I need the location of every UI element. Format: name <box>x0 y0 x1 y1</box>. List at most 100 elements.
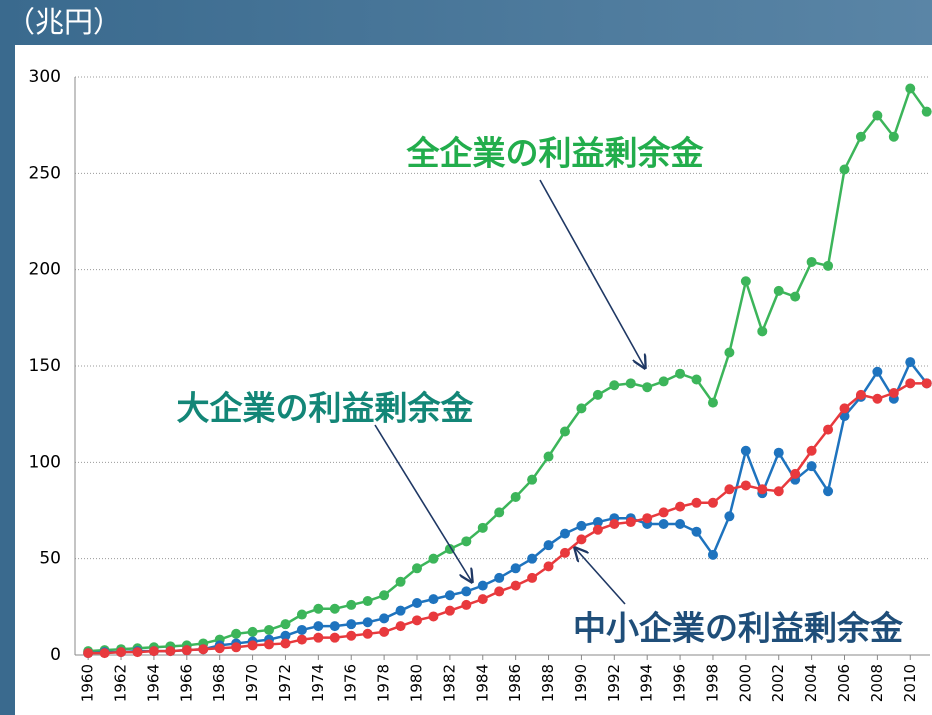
data-point <box>543 561 554 572</box>
data-point <box>724 511 735 522</box>
x-tick-label: 1978 <box>375 664 393 702</box>
x-tick-label: 1960 <box>79 664 97 702</box>
data-point <box>740 445 751 456</box>
x-tick-label: 1994 <box>638 664 656 702</box>
data-point <box>313 603 324 614</box>
data-point <box>83 648 94 659</box>
data-point <box>625 378 636 389</box>
arrow <box>575 548 626 605</box>
data-point <box>921 378 932 389</box>
data-point <box>872 393 883 404</box>
data-point <box>757 326 768 337</box>
data-point <box>510 563 521 574</box>
data-point <box>855 131 866 142</box>
data-point <box>559 426 570 437</box>
data-point <box>592 389 603 400</box>
x-tick-label: 2002 <box>769 664 787 702</box>
data-point <box>806 445 817 456</box>
data-point <box>839 164 850 175</box>
data-point <box>296 634 307 645</box>
y-tick-label: 150 <box>29 356 61 376</box>
data-point <box>691 374 702 385</box>
data-point <box>379 590 390 601</box>
x-tick-label: 1968 <box>210 664 228 702</box>
data-point <box>642 382 653 393</box>
data-point <box>658 376 669 387</box>
data-point <box>559 528 570 539</box>
x-tick-label: 1970 <box>243 664 261 702</box>
x-tick-label: 2006 <box>835 664 853 702</box>
data-point <box>790 468 801 479</box>
data-point <box>823 260 834 271</box>
data-point <box>773 285 784 296</box>
data-point <box>346 630 357 641</box>
data-point <box>576 534 587 545</box>
data-point <box>247 640 258 651</box>
x-tick-label: 1976 <box>342 664 360 702</box>
data-point <box>165 646 176 657</box>
data-point <box>592 517 603 528</box>
data-point <box>494 586 505 597</box>
data-point <box>559 547 570 558</box>
data-point <box>296 609 307 620</box>
data-point <box>477 522 488 533</box>
data-point <box>313 632 324 643</box>
x-tick-label: 1982 <box>440 664 458 702</box>
data-point <box>757 484 768 495</box>
data-point <box>198 644 209 655</box>
data-point <box>905 378 916 389</box>
y-tick-label: 50 <box>39 549 61 569</box>
data-point <box>296 624 307 635</box>
x-tick-label: 2008 <box>868 664 886 702</box>
data-point <box>214 643 225 654</box>
data-point <box>790 291 801 302</box>
data-point <box>905 357 916 368</box>
data-point <box>329 632 340 643</box>
data-point <box>609 518 620 529</box>
data-point <box>823 486 834 497</box>
x-tick-label: 1980 <box>408 664 426 702</box>
data-point <box>395 576 406 587</box>
data-point <box>412 615 422 626</box>
data-point <box>527 474 538 485</box>
data-point <box>494 572 505 583</box>
data-point <box>658 507 669 518</box>
data-point <box>527 553 538 564</box>
data-point <box>543 540 554 551</box>
data-point <box>773 486 784 497</box>
unit-label: （兆円） <box>6 5 122 39</box>
data-point <box>362 596 373 607</box>
data-point <box>412 597 422 608</box>
data-point <box>428 553 439 564</box>
data-point <box>428 594 439 605</box>
data-point <box>461 586 472 597</box>
series-line <box>88 85 928 653</box>
series-line <box>88 359 928 655</box>
x-tick-label: 2010 <box>901 664 919 702</box>
data-point <box>132 647 143 658</box>
x-tick-label: 1996 <box>671 664 689 702</box>
data-point <box>724 347 735 358</box>
data-point <box>395 605 406 616</box>
data-point <box>494 507 505 518</box>
data-point <box>888 387 899 398</box>
x-tick-label: 1972 <box>276 664 294 702</box>
data-point <box>379 613 390 624</box>
data-point <box>313 621 324 632</box>
x-tick-label: 2004 <box>802 664 820 702</box>
y-tick-label: 250 <box>29 163 61 183</box>
data-point <box>231 642 242 653</box>
data-point <box>99 648 110 659</box>
data-point <box>395 621 406 632</box>
data-point <box>444 605 455 616</box>
data-point <box>527 572 538 583</box>
data-point <box>625 517 636 528</box>
data-point <box>477 594 488 605</box>
data-point <box>379 626 390 637</box>
data-point <box>691 497 702 508</box>
data-point <box>576 520 587 531</box>
data-point <box>280 638 291 649</box>
data-point <box>724 484 735 495</box>
data-point <box>181 645 192 656</box>
